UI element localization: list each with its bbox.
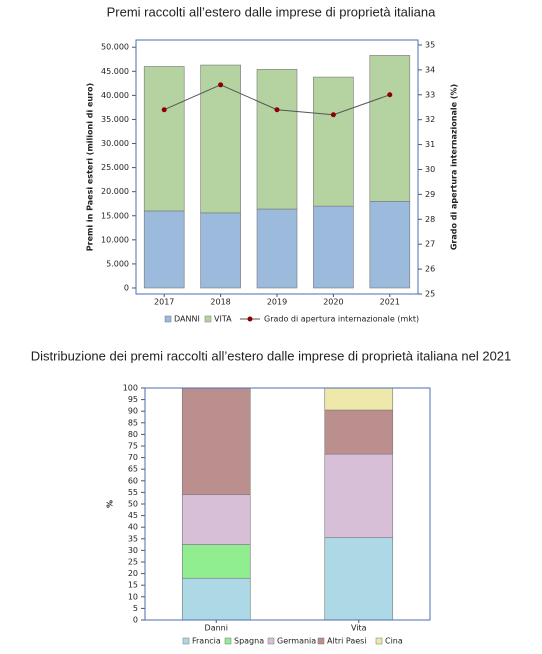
y-tick-label: 25.000 <box>101 163 129 172</box>
y-tick-label: 20 <box>128 569 138 578</box>
legend-swatch <box>204 315 212 323</box>
y-tick-label: 5 <box>133 604 138 613</box>
line-point <box>161 107 167 113</box>
bar-segment <box>324 387 394 411</box>
y-tick-label: 35 <box>128 534 138 543</box>
y-tick-label: 30 <box>128 546 138 555</box>
legend-label: Germania <box>277 637 316 646</box>
bar-segment <box>313 76 354 207</box>
legend-label: VITA <box>214 315 232 324</box>
bar-segment <box>200 212 241 289</box>
y2-tick-label: 25 <box>425 290 435 299</box>
y2-tick-label: 29 <box>425 190 435 199</box>
y-tick-label: 40 <box>128 523 138 532</box>
line-point <box>218 82 224 88</box>
y-tick-label: 40.000 <box>101 91 129 100</box>
y-tick-label: 25 <box>128 558 138 567</box>
line-point <box>330 112 336 118</box>
y-tick-label: 0 <box>124 283 129 292</box>
y2-tick-label: 32 <box>425 115 435 124</box>
y2-tick-label: 31 <box>425 140 435 149</box>
legend-swatch <box>164 315 172 323</box>
y-tick-label: 45.000 <box>101 67 129 76</box>
bar-segment <box>143 210 185 289</box>
y2-tick-label: 33 <box>425 90 435 99</box>
bar-segment <box>324 453 394 538</box>
bar-segment <box>324 409 394 455</box>
y-tick-label: 55 <box>128 488 138 497</box>
y-tick-label: 100 <box>123 384 138 393</box>
x-tick-label: 2018 <box>210 298 230 307</box>
y-tick-label: 70 <box>128 453 138 462</box>
legend-swatch <box>317 637 325 645</box>
y-tick-label: 75 <box>128 442 138 451</box>
y-tick-label: 30.000 <box>101 139 129 148</box>
bar-segment <box>256 69 298 210</box>
legend-label: Francia <box>192 637 221 646</box>
bar-segment <box>200 64 241 214</box>
legend-label: Spagna <box>234 637 264 646</box>
bar-segment <box>181 494 251 545</box>
chart-title: Distribuzione dei premi raccolti all’est… <box>31 348 512 363</box>
y2-axis-title: Grado di apertura internazionale (%) <box>450 84 459 250</box>
legend-marker <box>247 316 253 322</box>
bar-segment <box>181 577 251 621</box>
y-tick-label: 85 <box>128 418 138 427</box>
y2-tick-label: 34 <box>425 65 435 74</box>
legend-label: Cina <box>385 637 403 646</box>
bar-segment <box>181 544 251 579</box>
y-axis-title: Premi in Paesi esteri (milioni di euro) <box>86 83 95 251</box>
y2-tick-label: 28 <box>425 215 435 224</box>
bar-segment <box>181 387 251 496</box>
y-tick-label: 60 <box>128 476 138 485</box>
chart-title: Premi raccolti all’estero dalle imprese … <box>107 4 437 19</box>
legend-label: Altri Paesi <box>327 637 367 646</box>
y-tick-label: 15 <box>128 581 138 590</box>
line-point <box>387 92 393 98</box>
legend-label: Grado di apertura internazionale (mkt) <box>264 315 419 324</box>
x-tick-label: 2020 <box>323 298 343 307</box>
bar-segment <box>324 537 394 621</box>
y-tick-label: 35.000 <box>101 115 129 124</box>
y-tick-label: 50.000 <box>101 43 129 52</box>
y2-tick-label: 27 <box>425 240 435 249</box>
y2-tick-label: 26 <box>425 265 435 274</box>
legend-label: DANNI <box>174 315 200 324</box>
y-tick-label: 0 <box>133 616 138 625</box>
line-point <box>274 107 280 113</box>
x-tick-label: Vita <box>351 624 367 633</box>
legend-swatch <box>375 637 383 645</box>
legend-swatch <box>224 637 232 645</box>
plot-frame <box>144 387 431 621</box>
x-tick-label: Danni <box>205 624 228 633</box>
y-tick-label: 65 <box>128 465 138 474</box>
bar-segment <box>313 205 354 289</box>
y2-tick-label: 30 <box>425 165 435 174</box>
y-tick-label: 45 <box>128 511 138 520</box>
y2-tick-label: 35 <box>425 40 435 49</box>
x-tick-label: 2017 <box>154 298 174 307</box>
y-tick-label: 5.000 <box>106 259 129 268</box>
y-tick-label: 10.000 <box>101 235 129 244</box>
x-tick-label: 2021 <box>380 298 400 307</box>
bar-segment <box>369 201 411 289</box>
y-tick-label: 80 <box>128 430 138 439</box>
bar-segment <box>143 66 185 212</box>
y-axis-title: % <box>106 500 115 508</box>
legend-swatch <box>182 637 190 645</box>
y-tick-label: 10 <box>128 592 138 601</box>
y-tick-label: 50 <box>128 500 138 509</box>
bar-segment <box>369 55 411 202</box>
y-tick-label: 90 <box>128 407 138 416</box>
x-tick-label: 2019 <box>267 298 287 307</box>
y-tick-label: 20.000 <box>101 187 129 196</box>
bar-segment <box>256 208 298 289</box>
y-tick-label: 15.000 <box>101 211 129 220</box>
legend-swatch <box>267 637 275 645</box>
y-tick-label: 95 <box>128 395 138 404</box>
